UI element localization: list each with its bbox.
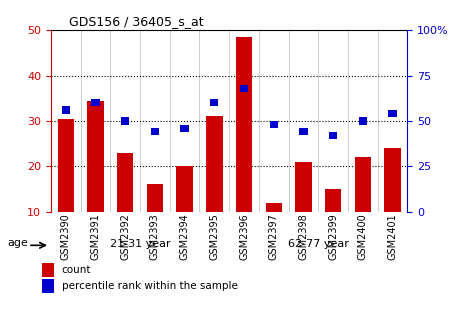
Bar <box>151 128 159 135</box>
Bar <box>176 166 193 212</box>
Text: percentile rank within the sample: percentile rank within the sample <box>62 281 238 291</box>
Bar <box>266 203 282 212</box>
Bar <box>295 162 312 212</box>
Bar <box>42 263 55 277</box>
Bar <box>359 117 367 125</box>
Bar <box>236 37 252 212</box>
Bar <box>42 279 55 293</box>
Bar <box>117 153 133 212</box>
Text: 21-31 year: 21-31 year <box>110 239 170 249</box>
Bar <box>206 116 223 212</box>
Text: age: age <box>7 238 29 248</box>
Bar <box>91 99 100 107</box>
Text: count: count <box>62 265 91 276</box>
Bar <box>240 85 248 92</box>
Bar <box>329 132 338 139</box>
Bar <box>384 148 401 212</box>
Text: GDS156 / 36405_s_at: GDS156 / 36405_s_at <box>69 15 203 28</box>
Bar <box>210 99 219 107</box>
Bar <box>88 100 104 212</box>
Bar <box>121 117 129 125</box>
Bar <box>57 119 74 212</box>
Bar <box>62 107 70 114</box>
Bar <box>299 128 307 135</box>
Bar <box>388 110 397 117</box>
Bar <box>147 184 163 212</box>
Bar <box>325 189 341 212</box>
Bar <box>269 121 278 128</box>
Text: 62-77 year: 62-77 year <box>288 239 349 249</box>
Bar <box>181 125 189 132</box>
Bar <box>355 157 371 212</box>
